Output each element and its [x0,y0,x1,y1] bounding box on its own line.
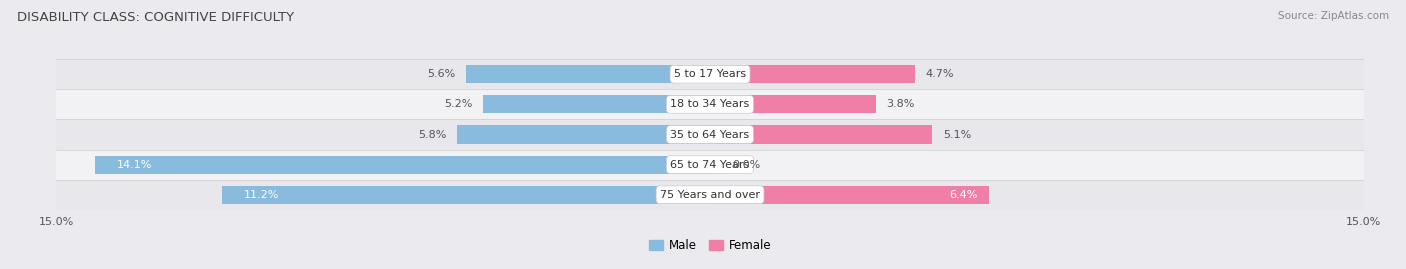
Bar [96,155,710,174]
Text: 0.0%: 0.0% [731,160,761,170]
Bar [457,125,710,144]
Text: 18 to 34 Years: 18 to 34 Years [671,99,749,109]
Text: 11.2%: 11.2% [243,190,278,200]
Legend: Male, Female: Male, Female [644,234,776,257]
Text: 14.1%: 14.1% [117,160,153,170]
Text: 5.2%: 5.2% [444,99,472,109]
Text: 5.1%: 5.1% [943,129,972,140]
Text: 6.4%: 6.4% [949,190,979,200]
Text: DISABILITY CLASS: COGNITIVE DIFFICULTY: DISABILITY CLASS: COGNITIVE DIFFICULTY [17,11,294,24]
Text: Source: ZipAtlas.com: Source: ZipAtlas.com [1278,11,1389,21]
Bar [56,89,1364,119]
Bar [465,65,710,83]
Bar [56,150,1364,180]
Bar [710,186,988,204]
Text: 3.8%: 3.8% [887,99,915,109]
Text: 4.7%: 4.7% [925,69,955,79]
Bar [710,65,915,83]
Text: 75 Years and over: 75 Years and over [659,190,761,200]
Bar [56,180,1364,210]
Bar [710,125,932,144]
Text: 5.8%: 5.8% [418,129,446,140]
Bar [710,155,723,174]
Text: 5.6%: 5.6% [427,69,456,79]
Bar [710,95,876,114]
Bar [56,119,1364,150]
Bar [484,95,710,114]
Text: 5 to 17 Years: 5 to 17 Years [673,69,747,79]
Bar [222,186,710,204]
Text: 35 to 64 Years: 35 to 64 Years [671,129,749,140]
Bar [56,59,1364,89]
Text: 65 to 74 Years: 65 to 74 Years [671,160,749,170]
